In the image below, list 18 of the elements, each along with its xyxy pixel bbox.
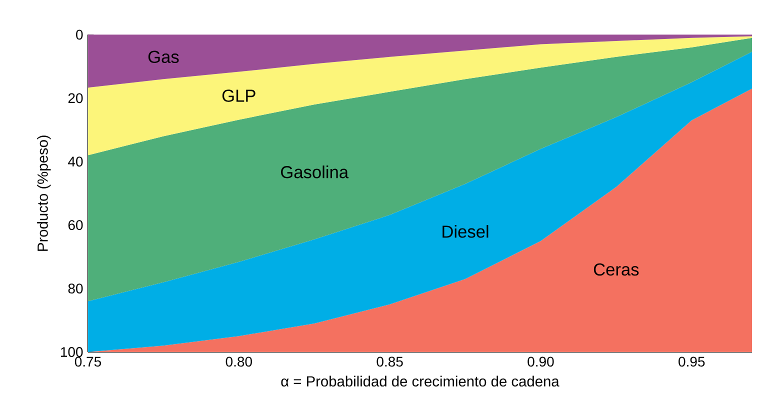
y-axis-title: Producto (%peso) [37,136,51,251]
x-tick-label: 0.85 [376,356,403,367]
x-axis-title: α = Probabilidad de crecimiento de cadena [281,376,560,387]
y-tick-label: 100 [60,347,83,357]
y-tick-label: 80 [68,284,83,294]
series-label: Gas [148,50,179,64]
x-tick-label: 0.75 [74,356,102,367]
series-label: GLP [222,90,256,102]
y-tick-label: 0 [76,30,83,40]
x-tick-label: 0.95 [678,356,705,367]
x-tick-label: 0.90 [528,356,554,367]
series-label: Diesel [442,225,488,238]
series-label: Gasolina [281,166,349,178]
y-tick-label: 40 [68,156,83,167]
series-label: Ceras [594,263,639,276]
y-tick-label: 60 [68,220,83,230]
x-tick-label: 0.80 [226,356,252,367]
y-tick-label: 20 [68,93,83,104]
